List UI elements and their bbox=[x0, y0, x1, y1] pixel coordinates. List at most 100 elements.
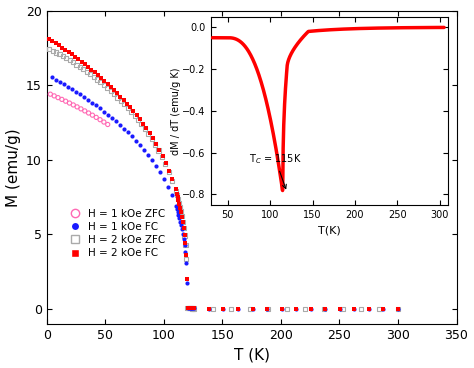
X-axis label: T (K): T (K) bbox=[234, 347, 270, 362]
Point bbox=[64, 84, 71, 90]
Point bbox=[365, 306, 373, 312]
Point bbox=[137, 121, 145, 127]
Point bbox=[81, 61, 89, 67]
Point bbox=[96, 117, 104, 123]
Point bbox=[182, 250, 189, 255]
Point bbox=[182, 259, 190, 265]
Point bbox=[188, 305, 195, 311]
Point bbox=[175, 212, 182, 218]
Point bbox=[181, 232, 188, 238]
Point bbox=[176, 219, 184, 224]
Point bbox=[249, 306, 256, 312]
Point bbox=[187, 305, 194, 311]
Point bbox=[376, 306, 383, 312]
Point bbox=[60, 81, 67, 87]
Point bbox=[74, 56, 82, 62]
Point bbox=[160, 176, 167, 182]
Point bbox=[107, 88, 115, 94]
Point bbox=[176, 205, 184, 210]
Point bbox=[164, 184, 172, 190]
Point bbox=[52, 40, 59, 46]
Point bbox=[336, 306, 344, 312]
Point bbox=[65, 49, 73, 55]
Point bbox=[114, 95, 121, 100]
Point bbox=[205, 306, 213, 312]
Point bbox=[149, 135, 157, 141]
Point bbox=[50, 93, 58, 99]
Point bbox=[76, 91, 83, 97]
Point bbox=[175, 200, 182, 206]
Point bbox=[177, 222, 185, 228]
Point bbox=[172, 203, 179, 209]
Point bbox=[191, 305, 198, 311]
Point bbox=[184, 305, 192, 311]
Point bbox=[175, 197, 182, 203]
Point bbox=[120, 97, 128, 103]
Point bbox=[338, 306, 346, 312]
Point bbox=[148, 136, 155, 142]
Point bbox=[169, 176, 176, 182]
Point bbox=[182, 252, 190, 258]
Point bbox=[132, 138, 139, 144]
Point bbox=[77, 106, 85, 112]
Point bbox=[264, 306, 272, 312]
Point bbox=[186, 305, 193, 311]
Point bbox=[183, 276, 191, 282]
Point bbox=[172, 188, 179, 194]
Point bbox=[357, 306, 365, 312]
Point bbox=[321, 306, 329, 312]
Point bbox=[179, 219, 187, 225]
Point bbox=[177, 209, 185, 215]
Point bbox=[185, 305, 193, 311]
Point bbox=[185, 305, 192, 311]
Point bbox=[292, 306, 300, 312]
Point bbox=[92, 114, 100, 120]
Point bbox=[56, 79, 64, 85]
Point bbox=[78, 59, 85, 65]
Point bbox=[73, 104, 81, 110]
Point bbox=[85, 110, 92, 116]
Point bbox=[351, 306, 358, 312]
Point bbox=[112, 118, 119, 124]
Point bbox=[117, 93, 124, 99]
Point bbox=[307, 306, 314, 312]
Point bbox=[110, 91, 118, 97]
Point bbox=[62, 98, 70, 104]
Point bbox=[66, 57, 73, 63]
Point bbox=[117, 98, 125, 104]
Point bbox=[146, 130, 154, 136]
Point bbox=[187, 305, 194, 311]
Point bbox=[189, 305, 196, 311]
Point bbox=[180, 225, 187, 231]
Point bbox=[103, 85, 111, 91]
Point bbox=[55, 42, 63, 48]
Point bbox=[263, 306, 271, 312]
Point bbox=[120, 102, 128, 107]
Point bbox=[80, 94, 87, 100]
Point bbox=[394, 306, 402, 312]
Point bbox=[49, 48, 56, 54]
Point bbox=[165, 169, 173, 175]
Point bbox=[139, 121, 147, 127]
Point bbox=[179, 231, 187, 237]
Point bbox=[177, 208, 184, 214]
Point bbox=[189, 305, 196, 311]
Point bbox=[380, 306, 387, 312]
Point bbox=[104, 121, 111, 127]
Y-axis label: M (emu/g): M (emu/g) bbox=[6, 128, 20, 206]
Point bbox=[209, 306, 217, 312]
Point bbox=[183, 305, 191, 311]
Point bbox=[152, 163, 159, 169]
Point bbox=[234, 306, 242, 312]
Point bbox=[188, 305, 196, 311]
Point bbox=[181, 242, 188, 248]
Point bbox=[136, 116, 144, 122]
Point bbox=[83, 69, 91, 75]
Point bbox=[155, 147, 163, 153]
Point bbox=[113, 90, 121, 96]
Point bbox=[100, 109, 107, 114]
Point bbox=[351, 306, 358, 312]
Point bbox=[246, 306, 254, 312]
Point bbox=[380, 306, 387, 312]
Point bbox=[182, 256, 190, 262]
